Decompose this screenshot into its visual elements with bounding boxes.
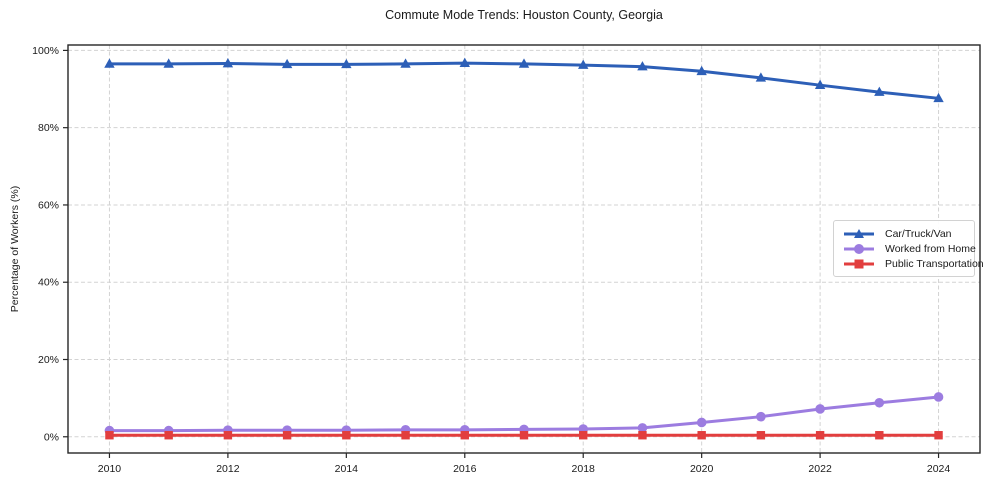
svg-text:80%: 80% [38, 122, 59, 134]
legend-item-label: Public Transportation [885, 257, 984, 270]
svg-text:40%: 40% [38, 277, 59, 289]
svg-text:2024: 2024 [927, 463, 951, 475]
svg-text:0%: 0% [44, 431, 59, 443]
legend-item-worked-from-home: Worked from Home [842, 242, 976, 256]
svg-text:2018: 2018 [572, 463, 596, 475]
svg-text:2020: 2020 [690, 463, 714, 475]
legend: Car/Truck/Van Worked from Home Public Tr… [833, 220, 984, 277]
legend-item-public-transportation: Public Transportation [842, 257, 984, 271]
chart-title: Commute Mode Trends: Houston County, Geo… [385, 8, 663, 22]
triangle-marker-icon [854, 228, 864, 238]
legend-item-label: Worked from Home [885, 242, 976, 255]
legend-item-car-truck-van: Car/Truck/Van [842, 227, 966, 241]
svg-text:2010: 2010 [98, 463, 122, 475]
square-marker-icon [854, 259, 864, 268]
svg-text:2012: 2012 [216, 463, 240, 475]
svg-text:2016: 2016 [453, 463, 477, 475]
svg-text:2014: 2014 [335, 463, 359, 475]
public-transportation-line-icon [844, 259, 874, 268]
svg-text:20%: 20% [38, 354, 59, 366]
svg-text:100%: 100% [32, 45, 59, 57]
svg-text:2022: 2022 [808, 463, 832, 475]
worked-from-home-line-icon [844, 243, 874, 254]
car-truck-van-line-icon [844, 228, 874, 238]
legend-item-label: Car/Truck/Van [885, 227, 952, 240]
circle-marker-icon [854, 243, 864, 254]
svg-text:60%: 60% [38, 199, 59, 211]
